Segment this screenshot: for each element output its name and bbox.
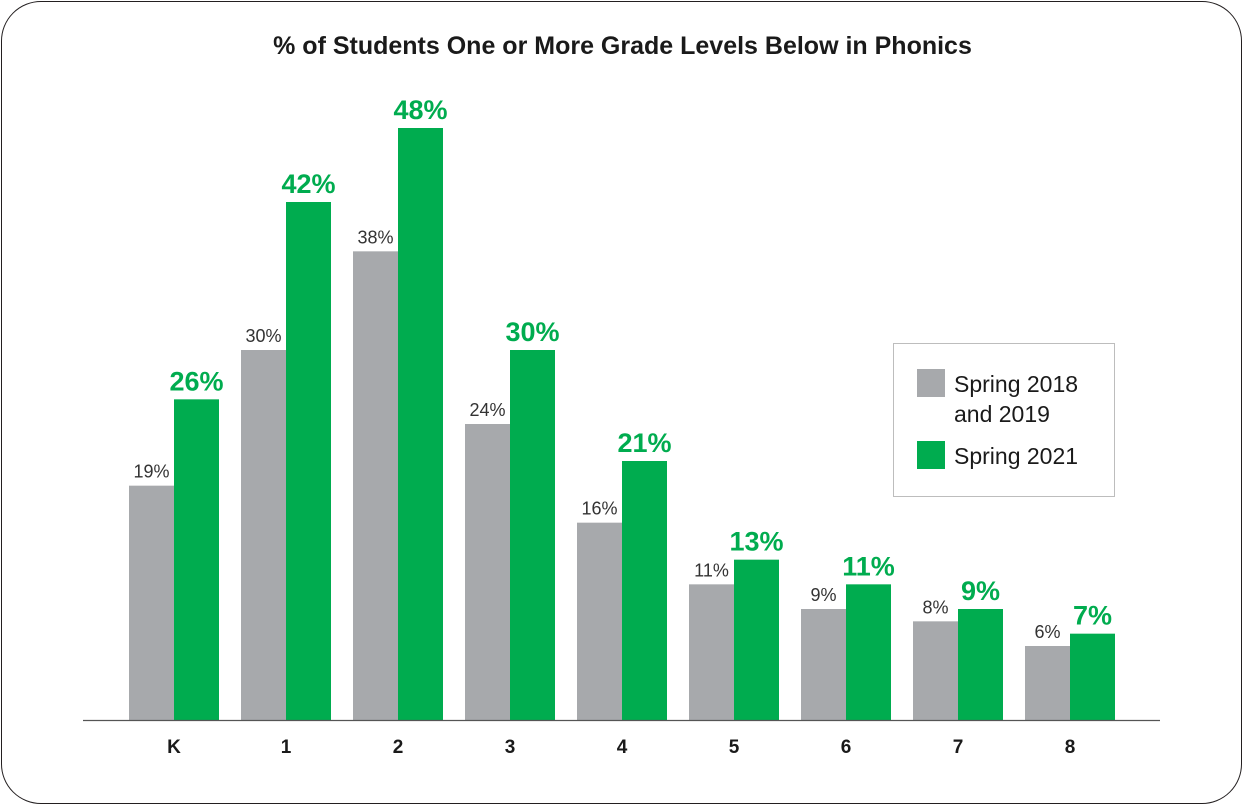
legend-item-spring-2021: Spring 2021	[917, 441, 1104, 471]
data-label-spring-2018-and-2019-6: 9%	[810, 585, 836, 605]
bar-spring-2021-3	[510, 350, 555, 720]
x-tick-label-8: 8	[1065, 737, 1076, 758]
bar-spring-2018-and-2019-7	[913, 621, 958, 720]
data-label-spring-2018-and-2019-k: 19%	[133, 462, 169, 482]
legend-label-spring-2018-2019: Spring 2018 and 2019	[954, 371, 1079, 427]
bar-spring-2018-and-2019-3	[465, 424, 510, 720]
data-label-spring-2021-k: 26%	[169, 366, 223, 396]
bar-spring-2018-and-2019-1	[241, 350, 286, 720]
data-label-spring-2021-1: 42%	[281, 169, 335, 199]
bar-spring-2021-8	[1070, 633, 1115, 720]
x-tick-label-2: 2	[393, 737, 404, 758]
bar-spring-2021-6	[846, 584, 891, 720]
bar-spring-2018-and-2019-6	[801, 609, 846, 720]
bars-layer	[129, 128, 1115, 721]
data-label-spring-2018-and-2019-1: 30%	[245, 326, 281, 346]
data-label-spring-2021-4: 21%	[617, 428, 671, 458]
x-tick-label-3: 3	[505, 737, 516, 758]
data-label-spring-2018-and-2019-2: 38%	[357, 227, 393, 247]
x-tick-label-k: K	[167, 737, 181, 758]
bar-spring-2018-and-2019-5	[689, 584, 734, 720]
bar-spring-2021-7	[958, 609, 1003, 720]
bar-spring-2018-and-2019-2	[353, 251, 398, 721]
legend: Spring 2018 and 2019 Spring 2021	[893, 343, 1115, 497]
data-label-spring-2018-and-2019-5: 11%	[694, 560, 729, 580]
bar-spring-2021-5	[734, 559, 779, 720]
x-tick-label-6: 6	[841, 737, 852, 758]
bar-spring-2021-2	[398, 128, 443, 720]
x-tick-labels-layer: K 1 2 3 4 5 6 7 8	[167, 737, 1075, 758]
bar-spring-2018-and-2019-8	[1025, 646, 1070, 720]
data-label-spring-2021-6: 11%	[842, 551, 895, 581]
data-label-spring-2018-and-2019-4: 16%	[581, 499, 617, 519]
legend-item-spring-2018-2019: Spring 2018 and 2019	[917, 369, 1104, 429]
data-label-spring-2018-and-2019-7: 8%	[922, 597, 948, 617]
x-tick-label-7: 7	[953, 737, 964, 758]
data-label-spring-2018-and-2019-3: 24%	[469, 400, 505, 420]
data-labels-layer: 19%26%30%42%38%48%24%30%16%21%11%13%9%11…	[133, 95, 1112, 642]
data-label-spring-2021-2: 48%	[393, 95, 447, 125]
bar-spring-2021-k	[174, 399, 219, 720]
legend-label-spring-2021: Spring 2021	[954, 443, 1079, 469]
data-label-spring-2021-3: 30%	[505, 317, 559, 347]
x-tick-label-5: 5	[729, 737, 740, 758]
legend-swatch-green	[917, 441, 945, 469]
bar-spring-2018-and-2019-4	[577, 522, 622, 720]
bar-spring-2021-4	[622, 461, 667, 720]
data-label-spring-2018-and-2019-8: 6%	[1034, 622, 1060, 642]
bar-spring-2021-1	[286, 202, 331, 720]
chart-title: % of Students One or More Grade Levels B…	[273, 32, 972, 60]
x-tick-label-4: 4	[617, 737, 628, 758]
x-tick-label-1: 1	[281, 737, 292, 758]
data-label-spring-2021-8: 7%	[1073, 601, 1112, 631]
data-label-spring-2021-7: 9%	[961, 576, 1000, 606]
data-label-spring-2021-5: 13%	[729, 527, 783, 557]
bar-spring-2018-and-2019-k	[129, 485, 174, 720]
legend-swatch-gray	[917, 369, 945, 397]
